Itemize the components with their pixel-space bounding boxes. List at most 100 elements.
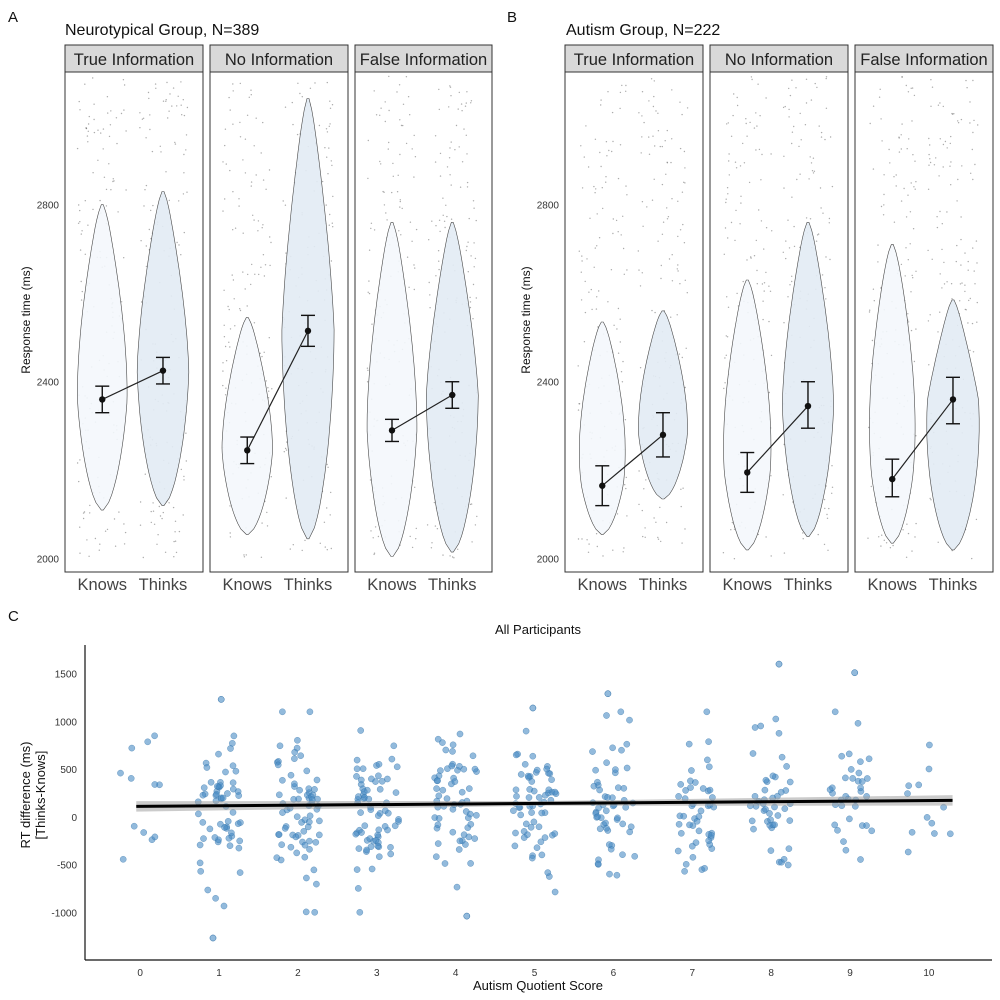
scatter-point [786, 778, 794, 786]
raw-point [454, 149, 456, 151]
raw-point [438, 260, 440, 262]
facet-strip [209, 44, 349, 73]
facet-strip [64, 44, 204, 73]
raw-point [950, 135, 952, 138]
scatter-point [119, 855, 127, 863]
scatter-point [435, 792, 443, 800]
raw-point [577, 409, 580, 411]
raw-point [296, 133, 299, 136]
mean-point [949, 396, 957, 403]
scatter-point [117, 769, 124, 777]
raw-point [450, 218, 453, 220]
raw-point [727, 122, 729, 124]
raw-point [937, 104, 940, 106]
scatter-point [535, 823, 543, 831]
raw-point [732, 114, 734, 117]
violin-thinks [926, 299, 980, 551]
scatter-point [303, 767, 311, 775]
scatter-point [315, 831, 323, 839]
scatter-point [228, 829, 235, 837]
raw-point [909, 211, 912, 213]
raw-point [329, 100, 331, 102]
x-tick-label: Knows [867, 576, 917, 594]
scatter-point [842, 774, 849, 782]
raw-point [371, 323, 373, 325]
raw-point [641, 91, 644, 93]
y-tick-label: 2400 [537, 378, 560, 389]
panel-a-ylabel: Response time (ms) [19, 266, 33, 373]
scatter-point [533, 844, 541, 852]
scatter-point [215, 750, 222, 758]
raw-point [867, 537, 869, 539]
scatter-point [522, 820, 530, 828]
raw-point [80, 280, 82, 283]
raw-point [229, 169, 231, 172]
raw-point [78, 480, 80, 483]
scatter-point [688, 767, 695, 774]
raw-point [178, 530, 181, 533]
raw-point [735, 167, 738, 169]
scatter-point [276, 742, 284, 750]
scatter-point [235, 844, 243, 852]
raw-point [765, 97, 767, 99]
raw-point [653, 80, 655, 82]
raw-point [653, 178, 655, 180]
raw-point [157, 534, 159, 536]
raw-point [765, 271, 767, 274]
scatter-point [908, 828, 916, 836]
raw-point [125, 130, 127, 132]
raw-point [728, 174, 730, 176]
scatter-point [433, 785, 440, 792]
scatter-point [390, 742, 398, 750]
scatter-point [551, 788, 559, 796]
raw-point [181, 114, 183, 116]
scatter-point [225, 834, 233, 842]
x-tick-label: Thinks [428, 576, 477, 594]
raw-point [183, 114, 186, 117]
raw-point [263, 275, 266, 277]
raw-point [740, 195, 742, 197]
mean-point [804, 402, 812, 410]
raw-point [470, 102, 472, 104]
scatter-point [868, 827, 876, 835]
raw-point [301, 549, 303, 552]
raw-point [928, 137, 930, 140]
raw-point [931, 258, 933, 260]
x-tick-label: Thinks [639, 576, 688, 594]
raw-point [686, 292, 688, 294]
scatter-point [449, 741, 457, 749]
raw-point [458, 146, 460, 148]
raw-point [906, 148, 908, 150]
raw-point [679, 229, 682, 231]
raw-point [823, 498, 826, 501]
scatter-point [614, 814, 621, 822]
facet-1: No Information Knows Thinks [209, 44, 349, 594]
raw-point [951, 113, 954, 115]
raw-point [268, 337, 270, 339]
raw-point [595, 188, 597, 190]
scatter-point [631, 852, 639, 860]
scatter-point [551, 830, 559, 837]
raw-point [414, 486, 416, 488]
raw-point [659, 145, 661, 148]
raw-point [684, 279, 686, 281]
scatter-point [366, 835, 374, 842]
scatter-point [537, 838, 545, 846]
scatter-point [605, 841, 613, 848]
scatter-point [471, 835, 479, 842]
raw-point [183, 475, 185, 478]
raw-point [436, 528, 439, 530]
raw-point [396, 191, 399, 193]
raw-point [228, 308, 230, 311]
raw-point [124, 531, 127, 534]
raw-point [791, 79, 793, 81]
raw-point [734, 161, 737, 163]
raw-point [677, 235, 679, 238]
raw-point [586, 539, 588, 541]
raw-point [92, 208, 94, 211]
scatter-point [838, 752, 846, 760]
facet-1: No Information Knows Thinks [709, 44, 849, 594]
raw-point [755, 149, 757, 151]
raw-point [377, 535, 380, 538]
scatter-point [217, 820, 224, 828]
